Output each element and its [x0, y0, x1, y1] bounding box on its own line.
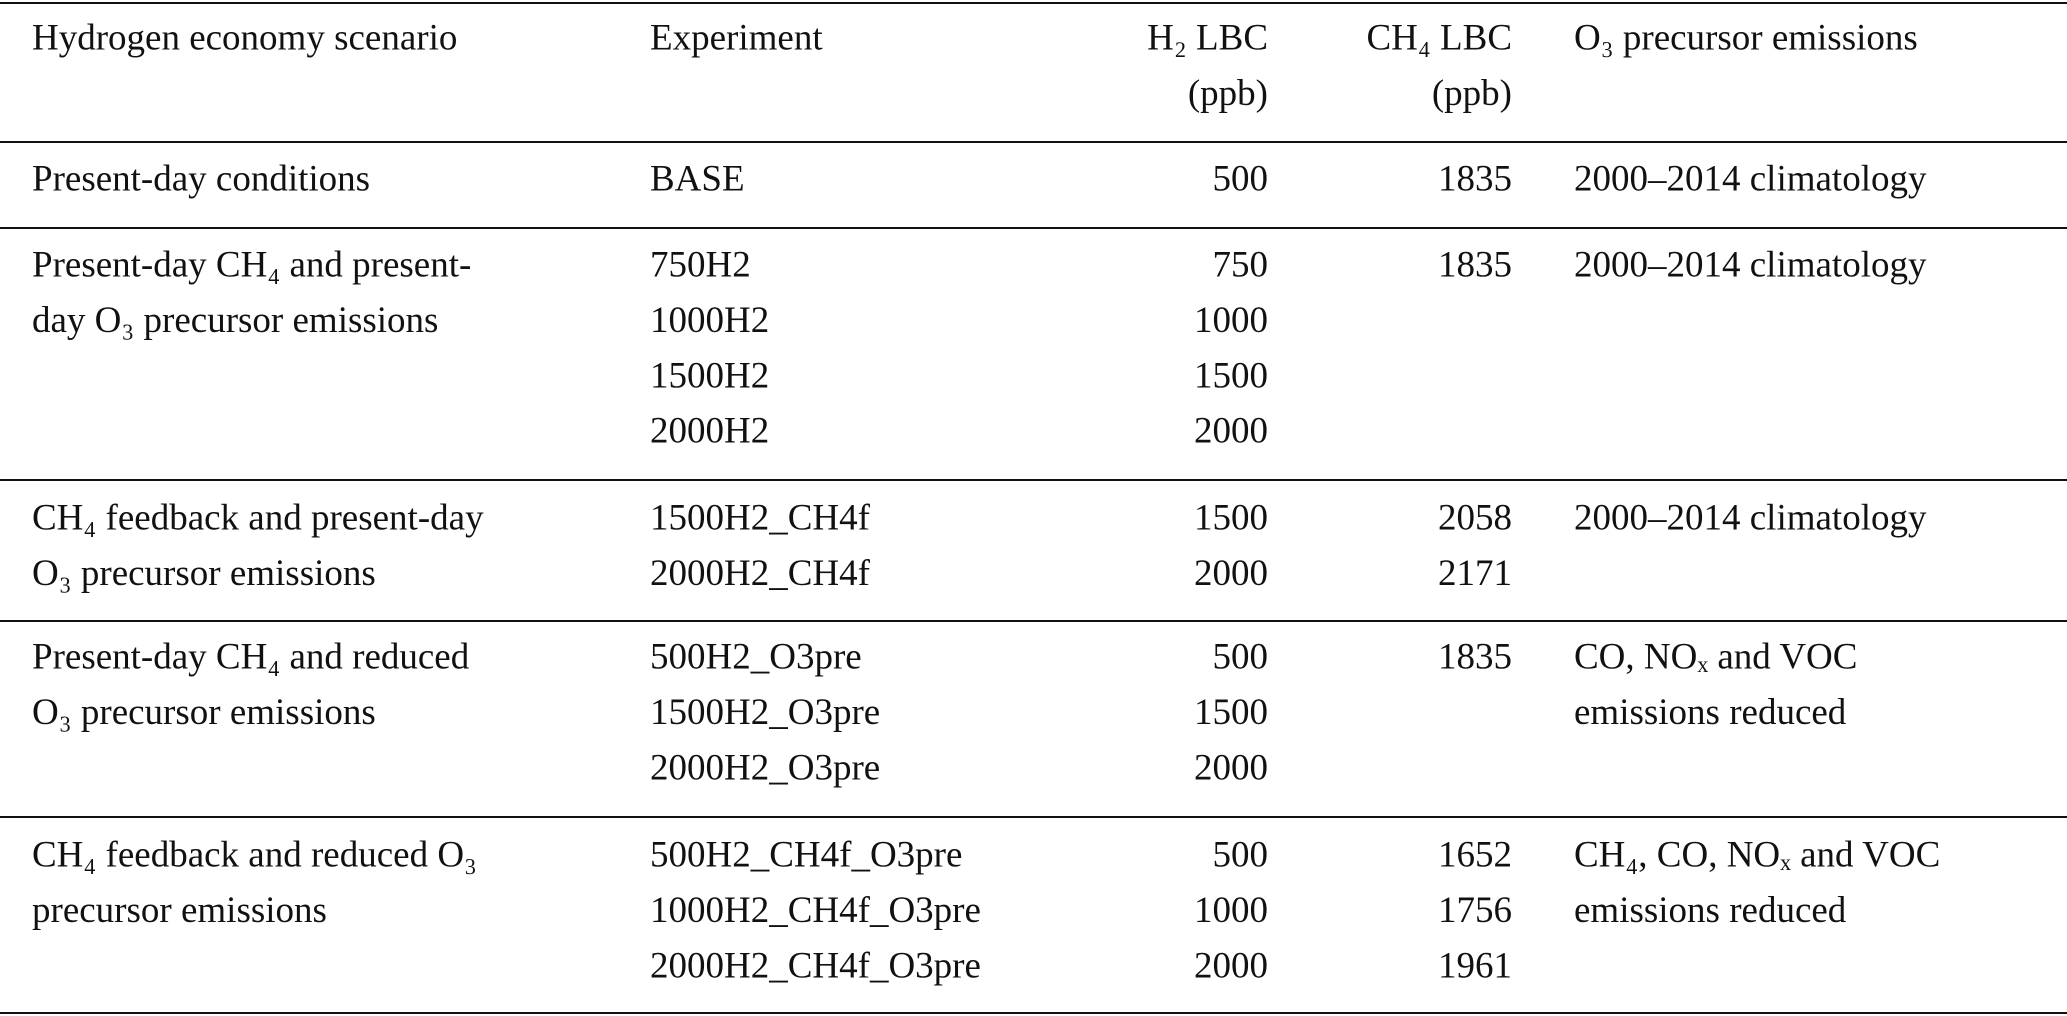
cell-o3: CO, NOₓ and VOC	[1574, 636, 1857, 677]
cell-h2: 1000	[1194, 300, 1268, 341]
cell-h2: 750	[1213, 244, 1269, 285]
cell-ch4: 1652	[1438, 834, 1512, 875]
cell-experiment: 2000H2_CH4f_O3pre	[650, 945, 981, 986]
cell-experiment: 2000H2_O3pre	[650, 747, 880, 788]
cell-ch4: 1835	[1438, 636, 1512, 677]
cell-experiment: 1000H2	[650, 300, 769, 341]
cell-ch4: 1835	[1438, 158, 1512, 199]
cell-experiment: 2000H2	[650, 411, 769, 452]
header-ch4: (ppb)	[1432, 73, 1512, 114]
header-experiment: Experiment	[650, 17, 823, 58]
cell-h2: 2000	[1194, 747, 1268, 788]
cell-o3: 2000–2014 climatology	[1574, 158, 1927, 199]
cell-h2: 500	[1213, 636, 1269, 677]
cell-experiment: 1500H2_O3pre	[650, 692, 880, 733]
cell-experiment: 1500H2	[650, 355, 769, 396]
cell-o3: CH₄, CO, NOₓ and VOC	[1574, 834, 1940, 875]
cell-o3: emissions reduced	[1574, 890, 1847, 931]
cell-scenario: O₃ precursor emissions	[32, 692, 376, 733]
header-h2: (ppb)	[1188, 73, 1268, 114]
cell-h2: 2000	[1194, 553, 1268, 594]
cell-experiment: 2000H2_CH4f	[650, 553, 871, 594]
cell-ch4: 2058	[1438, 497, 1512, 538]
cell-h2: 2000	[1194, 411, 1268, 452]
cell-h2: 1500	[1194, 497, 1268, 538]
header-ch4: CH₄ LBC	[1366, 17, 1512, 58]
cell-ch4: 1835	[1438, 244, 1512, 285]
header-h2: H₂ LBC	[1147, 17, 1268, 58]
header-scenario: Hydrogen economy scenario	[32, 17, 457, 58]
cell-h2: 1000	[1194, 890, 1268, 931]
cell-scenario: Present-day CH₄ and reduced	[32, 636, 470, 677]
cell-experiment: 1000H2_CH4f_O3pre	[650, 890, 981, 931]
cell-scenario: CH₄ feedback and present-day	[32, 497, 484, 538]
cell-experiment: 1500H2_CH4f	[650, 497, 871, 538]
cell-ch4: 2171	[1438, 553, 1512, 594]
cell-scenario: Present-day conditions	[32, 158, 370, 199]
cell-experiment: 500H2_CH4f_O3pre	[650, 834, 962, 875]
cell-o3: emissions reduced	[1574, 692, 1847, 733]
cell-o3: 2000–2014 climatology	[1574, 244, 1927, 285]
cell-scenario: Present-day CH₄ and present-	[32, 244, 471, 285]
cell-h2: 1500	[1194, 692, 1268, 733]
cell-scenario: CH₄ feedback and reduced O₃	[32, 834, 477, 875]
cell-experiment: 500H2_O3pre	[650, 636, 862, 677]
cell-experiment: 750H2	[650, 244, 751, 285]
cell-scenario: day O₃ precursor emissions	[32, 300, 438, 341]
cell-scenario: O₃ precursor emissions	[32, 553, 376, 594]
cell-o3: 2000–2014 climatology	[1574, 497, 1927, 538]
cell-scenario: precursor emissions	[32, 890, 327, 931]
cell-h2: 500	[1213, 158, 1269, 199]
cell-h2: 500	[1213, 834, 1269, 875]
cell-h2: 1500	[1194, 355, 1268, 396]
cell-ch4: 1961	[1438, 945, 1512, 986]
cell-h2: 2000	[1194, 945, 1268, 986]
cell-experiment: BASE	[650, 158, 745, 199]
cell-ch4: 1756	[1438, 890, 1512, 931]
header-o3: O₃ precursor emissions	[1574, 17, 1918, 58]
